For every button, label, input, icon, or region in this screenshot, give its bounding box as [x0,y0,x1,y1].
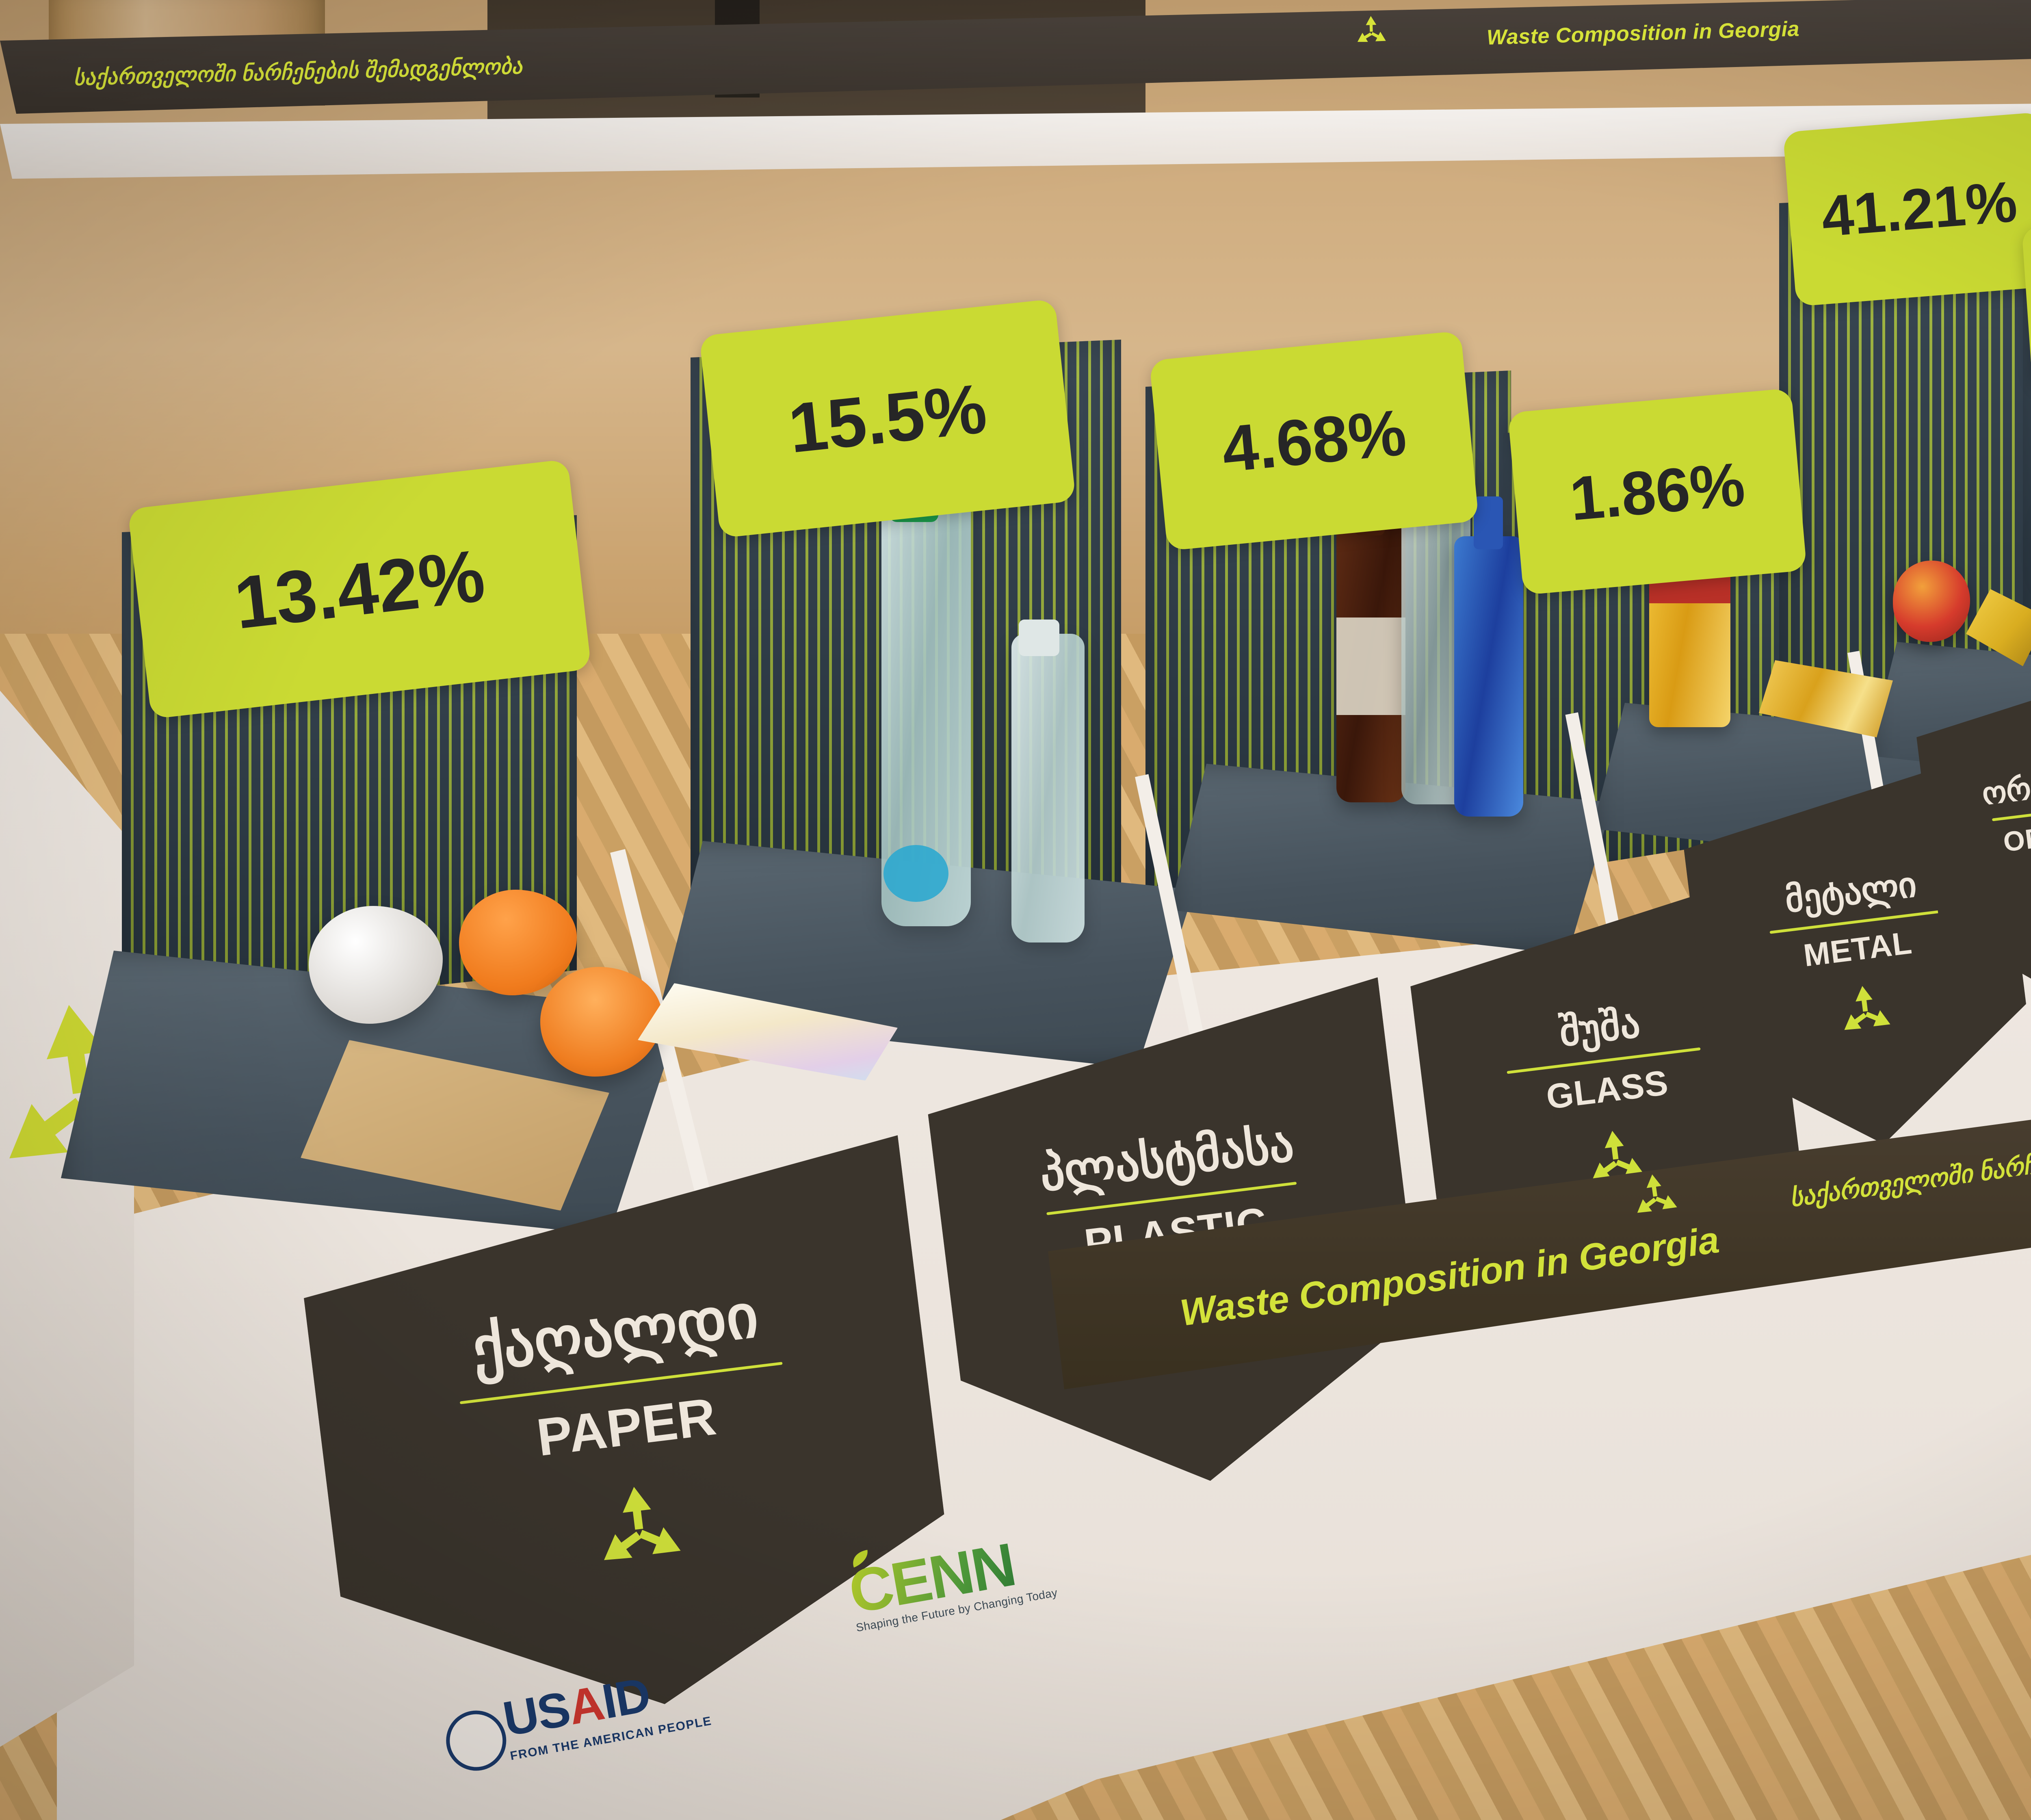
plaque-label-ka: მეტალი [1783,865,1919,920]
percent-callout-organic: 41.21% [1783,112,2031,307]
waste-item-plastic-cap-blue [883,845,948,902]
plaque-paper: ქაღალდი PAPER [293,1135,974,1820]
waste-item-glass-bottle-blue-neck [1474,496,1503,549]
percent-callout-plastic: 15.5% [699,299,1076,538]
recycle-icon [1578,1121,1654,1197]
cenn-logo: CENN Shaping the Future by Changing Toda… [844,1523,1059,1634]
waste-item-plastic-bottle-small [1011,634,1085,942]
percent-value: 15.5% [785,369,990,468]
percent-value: 1.86% [1567,449,1748,533]
usaid-logo-id: ID [598,1667,654,1729]
waste-item-paper-white [309,906,443,1024]
leaf-icon [853,1549,868,1568]
recycle-icon [1626,1167,1685,1226]
waste-item-glass-bottle-blue [1454,536,1523,817]
percent-callout-metal: 1.86% [1507,388,1807,595]
waste-item-plastic-bottle-cap [1019,620,1059,656]
plaque-label-en: PAPER [533,1386,720,1467]
top-rail-label-ka: საქართველოში ნარჩენების შემადგენლობა [73,54,523,90]
waste-item-apple [1893,561,1970,642]
recycle-icon [582,1472,696,1586]
plaque-label-ka: შუშა [1557,1001,1643,1055]
waste-item-paper-orange [540,967,662,1077]
waste-item-paper-orange [459,890,577,995]
recycle-icon [1832,977,1899,1045]
percent-callout-glass: 4.68% [1149,331,1479,551]
plaque-glass: შუშა GLASS [1402,873,1823,1394]
plaque-label-ka: ორგანული [1980,757,2031,812]
plaque-label-en: METAL [1801,924,1914,973]
percent-value: 13.42% [230,533,489,645]
usaid-logo-us: US [499,1681,574,1747]
recycle-icon [1352,12,1390,51]
top-rail-label-en: Waste Composition in Georgia [1486,17,1800,50]
plaque-metal: მეტალი METAL [1676,750,2031,1224]
top-rail-white-edge [0,102,2031,179]
percent-value: 4.68% [1219,395,1410,486]
waste-item-bottle-label [1336,618,1405,715]
display-body-left-side [0,691,134,1747]
percent-value: 41.21% [1819,169,2020,249]
top-rail: საქართველოში ნარჩენების შემადგენლობა Was… [0,0,2031,114]
plaque-label-en: GLASS [1544,1063,1671,1117]
